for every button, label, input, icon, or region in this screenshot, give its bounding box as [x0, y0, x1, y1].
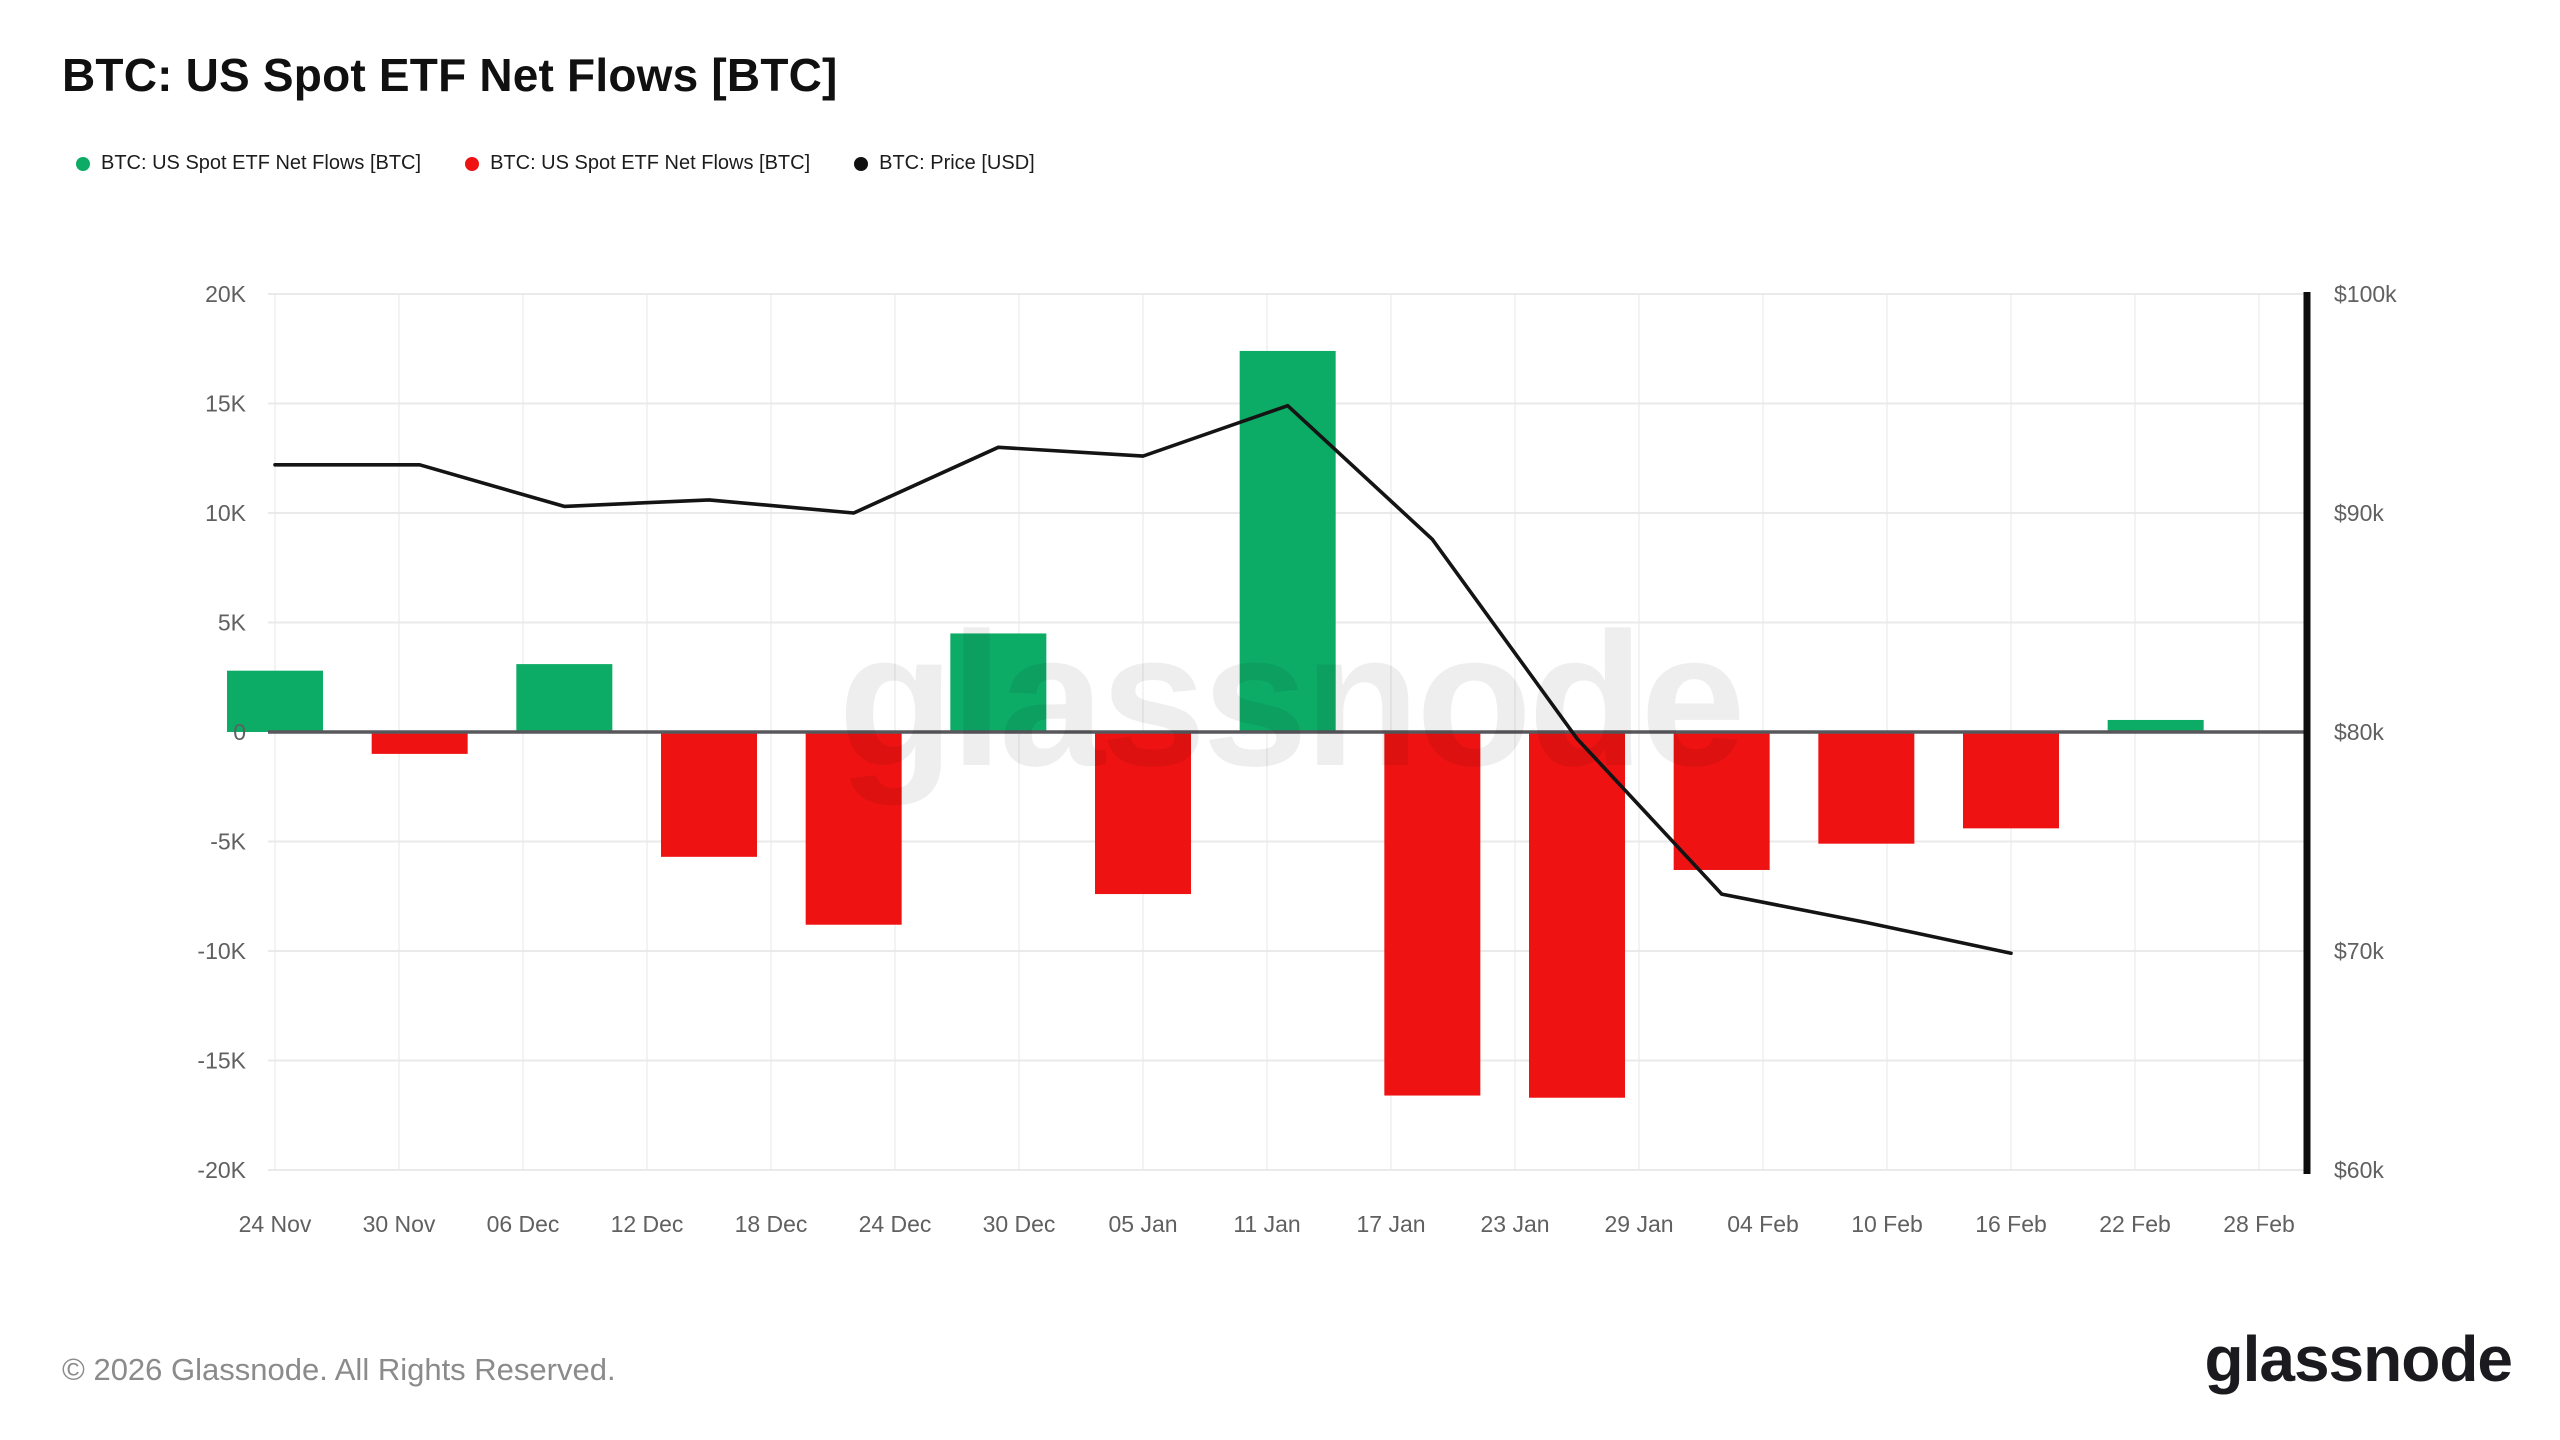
glassnode-logo[interactable]: glassnode — [2204, 1323, 2513, 1395]
flow-bar — [516, 664, 613, 732]
x-tick-label: 16 Feb — [1975, 1211, 2047, 1237]
x-tick-label: 28 Feb — [2223, 1211, 2295, 1237]
flow-bar — [1673, 732, 1770, 870]
legend-dot-red-icon — [465, 156, 480, 171]
flow-bar — [2107, 719, 2204, 732]
flow-bar — [661, 732, 757, 857]
x-tick-label: 30 Nov — [363, 1211, 436, 1237]
y-right-tick-label: $80k — [2334, 719, 2384, 745]
x-tick-label: 10 Feb — [1851, 1211, 1923, 1237]
legend-label: BTC: Price [USD] — [879, 152, 1035, 174]
page-title: BTC: US Spot ETF Net Flows [BTC] — [62, 49, 838, 101]
flow-bar — [1239, 350, 1336, 732]
right-axis-labels: $100k $90k $80k $70k $60k — [2334, 281, 2397, 1183]
y-left-tick-label: -10K — [197, 938, 246, 964]
legend-label: BTC: US Spot ETF Net Flows [BTC] — [490, 152, 811, 174]
y-left-tick-label: 20K — [205, 281, 247, 307]
netflow-bars — [227, 350, 2204, 1098]
left-axis-labels: 20K 15K 10K 5K 0 -5K -10K -15K -20K — [197, 281, 246, 1183]
y-left-tick-label: -15K — [197, 1048, 246, 1074]
flow-bar — [1384, 732, 1481, 1096]
x-tick-label: 04 Feb — [1727, 1211, 1799, 1237]
x-tick-label: 24 Dec — [859, 1211, 932, 1237]
x-tick-label: 18 Dec — [735, 1211, 808, 1237]
x-tick-label: 23 Jan — [1480, 1211, 1549, 1237]
flow-bar — [1529, 732, 1625, 1098]
flow-bar — [805, 732, 902, 925]
x-tick-label: 05 Jan — [1108, 1211, 1177, 1237]
y-right-tick-label: $90k — [2334, 500, 2384, 526]
x-tick-label: 29 Jan — [1604, 1211, 1673, 1237]
y-left-tick-label: 5K — [218, 610, 247, 636]
legend-label: BTC: US Spot ETF Net Flows [BTC] — [101, 152, 422, 174]
glassnode-watermark: glassnode — [838, 594, 1742, 806]
legend-item-netflows-negative[interactable]: BTC: US Spot ETF Net Flows [BTC] — [465, 152, 810, 175]
legend: BTC: US Spot ETF Net Flows [BTC] BTC: US… — [76, 152, 1035, 175]
netflows-price-chart: glassnode 20K 15K 10K 5K 0 -5K -10K -15K -20K $100… — [197, 281, 2397, 1237]
y-left-tick-label: 10K — [205, 500, 247, 526]
flow-bar — [1095, 732, 1191, 895]
flow-bar — [371, 732, 468, 754]
flow-bar — [227, 670, 323, 732]
y-right-tick-label: $100k — [2334, 281, 2397, 307]
y-left-tick-label: -20K — [197, 1157, 246, 1183]
x-tick-label: 11 Jan — [1233, 1211, 1300, 1237]
x-axis-labels: 24 Nov 30 Nov 06 Dec 12 Dec 18 Dec 24 Dec 30 D… — [239, 1211, 2295, 1237]
y-left-tick-label: 15K — [205, 391, 247, 417]
y-right-tick-label: $60k — [2334, 1157, 2384, 1183]
y-left-tick-label: 0 — [233, 719, 246, 745]
legend-item-price[interactable]: BTC: Price [USD] — [854, 152, 1035, 175]
copyright-text: © 2026 Glassnode. All Rights Reserved. — [62, 1352, 616, 1387]
flow-bar — [1963, 732, 2059, 829]
x-tick-label: 17 Jan — [1356, 1211, 1425, 1237]
x-tick-label: 24 Nov — [239, 1211, 312, 1237]
x-tick-label: 22 Feb — [2099, 1211, 2171, 1237]
legend-dot-green-icon — [76, 156, 90, 171]
flow-bar — [1818, 732, 1915, 844]
flow-bar — [950, 633, 1047, 732]
y-right-tick-label: $70k — [2334, 938, 2384, 964]
x-tick-label: 30 Dec — [983, 1211, 1056, 1237]
x-tick-label: 12 Dec — [611, 1211, 684, 1237]
price-line — [273, 403, 2013, 956]
legend-dot-black-icon — [854, 156, 869, 171]
y-left-tick-label: -5K — [210, 829, 246, 855]
legend-item-netflows-positive[interactable]: BTC: US Spot ETF Net Flows [BTC] — [76, 152, 421, 175]
x-tick-label: 06 Dec — [487, 1211, 560, 1237]
